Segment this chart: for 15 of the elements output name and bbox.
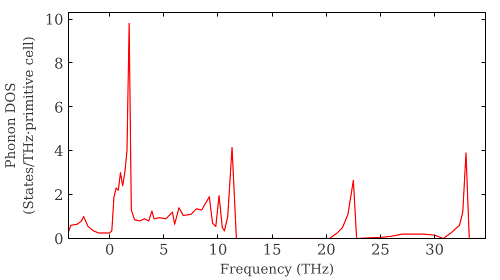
x-tick-label: 20 [316,242,336,258]
x-tick-label: 25 [371,242,390,258]
y-tick-label: 2 [54,187,64,204]
x-axis-title: Frequency (THz) [220,262,334,278]
x-tick-label: 0 [104,242,114,258]
y-tick-label: 10 [44,12,64,29]
y-tick-label: 6 [54,99,64,116]
x-tick-label: 5 [159,242,168,258]
y-tick-label: 4 [54,143,64,160]
x-tick-label: 30 [425,242,444,258]
y-tick-label: 8 [54,55,64,72]
y-axis-title: Phonon DOS (States/THz·primitive cell) [4,36,37,215]
y-tick-label: 0 [54,231,64,248]
x-tick-label: 15 [262,242,282,258]
x-tick-label: 10 [208,242,228,258]
